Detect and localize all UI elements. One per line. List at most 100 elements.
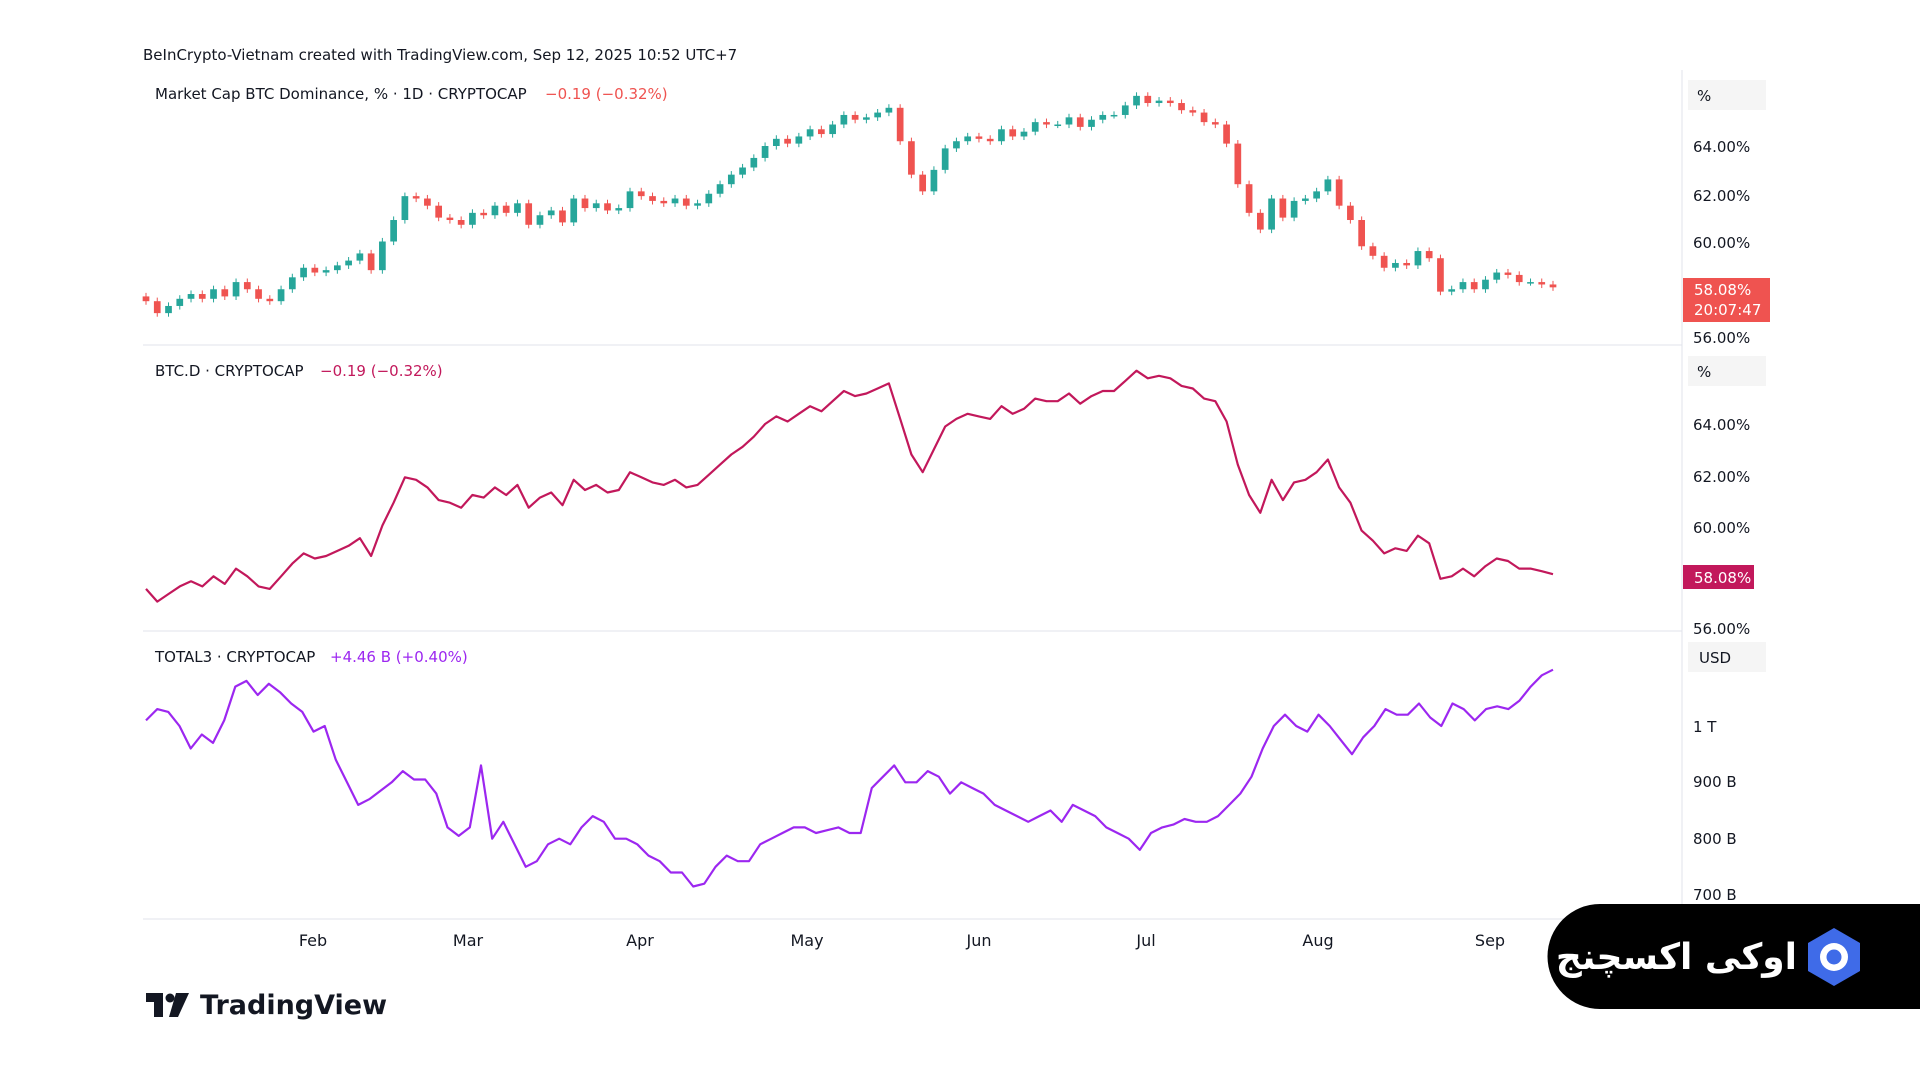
tradingview-logo-text: TradingView xyxy=(200,990,387,1021)
candle-body xyxy=(187,294,195,299)
candle-body xyxy=(176,298,184,306)
candle-body xyxy=(637,191,645,197)
candle-body xyxy=(390,220,397,242)
okex-watermark-text: اوکی اکسچنج xyxy=(1556,937,1797,978)
pane1-last-price-badge xyxy=(1683,278,1770,322)
candle-body xyxy=(570,198,578,223)
candle-body xyxy=(705,193,713,204)
candle-body xyxy=(1234,143,1242,185)
candle-body xyxy=(615,208,623,211)
candle-body xyxy=(1538,282,1546,285)
candle-body xyxy=(1088,119,1095,127)
candle-body xyxy=(660,200,668,204)
x-tick-jun: Jun xyxy=(966,931,992,950)
candle-body xyxy=(266,298,274,302)
candle-body xyxy=(514,203,521,213)
candle-body xyxy=(1335,179,1343,206)
candle-body xyxy=(592,203,600,209)
candle-body xyxy=(1347,205,1354,221)
x-tick-jul: Jul xyxy=(1135,931,1155,950)
btc-d-line-pane: BTC.D · CRYPTOCAP −0.19 (−0.32%) % 64.00… xyxy=(145,356,1766,638)
candle-body xyxy=(424,198,431,206)
candle-body xyxy=(975,136,983,139)
pane3-tick-900b: 900 B xyxy=(1693,773,1737,791)
candle-body xyxy=(1437,258,1444,292)
candle-body xyxy=(525,203,533,225)
pane1-countdown: 20:07:47 xyxy=(1694,301,1761,319)
candle-body xyxy=(682,198,690,206)
candle-body xyxy=(232,282,240,297)
candle-body xyxy=(1493,272,1501,280)
candle-body xyxy=(761,146,769,158)
candle-body xyxy=(716,184,724,194)
candle-body xyxy=(1268,198,1275,230)
candle-body xyxy=(919,174,927,192)
pane2-last-price-badge xyxy=(1683,565,1754,589)
pane3-unit-label: USD xyxy=(1699,649,1731,667)
chart-attribution: BeInCrypto-Vietnam created with TradingV… xyxy=(143,46,737,64)
tradingview-logo[interactable]: TradingView xyxy=(146,990,387,1021)
candle-body xyxy=(547,210,555,216)
x-tick-apr: Apr xyxy=(626,931,654,950)
candle-body xyxy=(1076,117,1084,127)
candle-body xyxy=(863,117,870,120)
candle-body xyxy=(379,241,386,271)
candle-body xyxy=(1110,114,1118,117)
candle-body xyxy=(446,217,454,221)
candle-body xyxy=(671,198,679,204)
candle-body xyxy=(908,141,915,175)
candle-body xyxy=(1020,131,1028,137)
pane1-unit-box[interactable] xyxy=(1688,80,1766,110)
candle-body xyxy=(457,220,465,225)
candle-body xyxy=(1211,122,1219,125)
pane1-unit-label: % xyxy=(1697,87,1711,105)
candle-series xyxy=(142,92,1557,317)
pane3-unit-box[interactable] xyxy=(1688,642,1766,672)
candle-body xyxy=(1358,220,1365,247)
candle-body xyxy=(1549,284,1557,288)
pane1-tick-64: 64.00% xyxy=(1693,138,1750,156)
candle-body xyxy=(1504,272,1512,275)
candle-body xyxy=(1369,246,1377,256)
candle-body xyxy=(941,148,949,170)
candle-body xyxy=(896,107,904,142)
candle-body xyxy=(536,215,544,225)
candle-body xyxy=(1482,279,1489,290)
candle-body xyxy=(795,136,803,144)
candle-body xyxy=(1414,251,1422,266)
candle-body xyxy=(604,203,611,211)
candle-body xyxy=(818,129,825,135)
candle-body xyxy=(1527,282,1534,284)
candle-body xyxy=(480,212,488,216)
pane3-legend-change: +4.46 B (+0.40%) xyxy=(330,648,468,666)
candle-body xyxy=(727,174,735,185)
candle-body xyxy=(1155,100,1163,104)
candle-body xyxy=(1313,191,1320,199)
x-axis: Feb Mar Apr May Jun Jul Aug Sep xyxy=(299,931,1505,950)
x-tick-may: May xyxy=(790,931,823,950)
candle-body xyxy=(1403,262,1411,266)
candle-body xyxy=(198,294,206,299)
pane1-legend-change: −0.19 (−0.32%) xyxy=(545,85,668,103)
candle-body xyxy=(334,265,341,271)
candle-body xyxy=(288,277,296,290)
candle-body xyxy=(322,270,330,273)
pane2-tick-60: 60.00% xyxy=(1693,519,1750,537)
okex-logo-icon xyxy=(1808,928,1860,986)
pane3-tick-1t: 1 T xyxy=(1693,718,1717,736)
candle-body xyxy=(153,301,161,314)
pane2-legend-name: BTC.D · CRYPTOCAP xyxy=(155,362,304,380)
pane2-unit-box[interactable] xyxy=(1688,356,1766,386)
candle-body xyxy=(750,157,758,168)
candle-body xyxy=(277,289,285,302)
pane2-legend-change: −0.19 (−0.32%) xyxy=(320,362,443,380)
total3-line-pane: TOTAL3 · CRYPTOCAP +4.46 B (+0.40%) USD … xyxy=(145,642,1766,904)
candle-body xyxy=(243,282,251,290)
candle-body xyxy=(412,196,420,199)
candle-body xyxy=(1178,103,1185,111)
candle-body xyxy=(221,289,229,297)
candle-body xyxy=(300,267,307,278)
candle-body xyxy=(829,124,836,135)
pane2-last-price: 58.08% xyxy=(1694,569,1751,587)
